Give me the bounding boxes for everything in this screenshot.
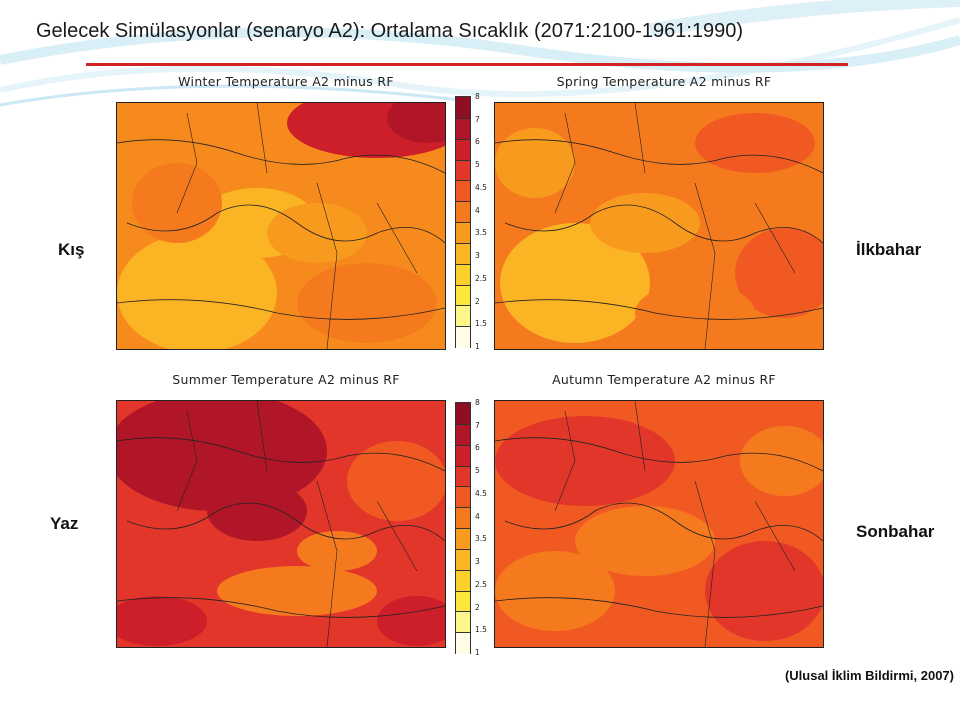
season-label-winter: Kış	[58, 240, 85, 259]
title-underline	[86, 63, 848, 66]
legend-tick-label: 5	[475, 160, 480, 170]
autumn-map-title: Autumn Temperature A2 minus RF	[552, 372, 776, 387]
legend-swatch	[456, 222, 470, 244]
legend-tick-label: 8	[475, 398, 480, 407]
source-credit: (Ulusal İklim Bildirmi, 2007)	[784, 668, 954, 683]
spring-map-panel: Spring Temperature A2 minus RF	[494, 68, 854, 358]
legend-tick-label: 2.5	[475, 273, 487, 283]
legend-swatch	[456, 242, 470, 265]
spring-map-title: Spring Temperature A2 minus RF	[556, 74, 772, 89]
legend-swatch	[456, 263, 470, 286]
legend-tick-label: 2.5	[475, 579, 487, 589]
legend-tick-label: 4.5	[475, 488, 487, 498]
legend-swatch	[456, 403, 470, 424]
legend-tick-label: 4	[475, 205, 480, 215]
legend-tick-label: 6	[475, 443, 480, 453]
legend-swatch	[456, 284, 470, 307]
legend-tick-label: 7	[475, 114, 480, 124]
legend-swatch	[456, 507, 470, 529]
legend-swatch	[456, 305, 470, 328]
summer-map-panel: Summer Temperature A2 minus RF	[116, 366, 476, 656]
season-label-summer: Yaz	[50, 514, 79, 533]
legend-tick-label: 1	[475, 648, 480, 657]
legend-tick-label: 4	[475, 511, 480, 521]
slide-title: Gelecek Simülasyonlar (senaryo A2): Orta…	[36, 20, 744, 42]
legend-tick-label: 3	[475, 557, 480, 567]
legend-tick-label: 5	[475, 466, 480, 476]
autumn-map-panel: Autumn Temperature A2 minus RF	[494, 366, 854, 656]
legend-swatch	[456, 326, 470, 348]
winter-map	[116, 102, 446, 350]
legend-swatch	[456, 590, 470, 613]
legend-swatch	[456, 180, 470, 203]
legend-swatch	[456, 548, 470, 571]
legend-swatch	[456, 569, 470, 592]
season-label-spring: İlkbahar	[856, 240, 922, 259]
legend-swatch	[456, 117, 470, 140]
legend-swatch	[456, 465, 470, 488]
spring-map	[494, 102, 824, 350]
legend-tick-label: 8	[475, 92, 480, 101]
winter-map-title: Winter Temperature A2 minus RF	[178, 74, 394, 89]
summer-map	[116, 400, 446, 648]
legend-tick-label: 7	[475, 420, 480, 430]
legend-tick-label: 2	[475, 602, 480, 612]
legend-tick-label: 3.5	[475, 534, 487, 544]
color-scale-legend-top: 8 7 6 5 4.5 4 3.5 3 2.5 2 1.5 1	[455, 93, 487, 351]
legend-swatch	[456, 528, 470, 550]
legend-swatch	[456, 632, 470, 654]
winter-map-panel: Winter Temperature A2 minus RF	[116, 68, 476, 358]
season-label-autumn: Sonbahar	[856, 522, 935, 541]
legend-tick-label: 3.5	[475, 228, 487, 238]
legend-tick-label: 1.5	[475, 625, 487, 635]
legend-swatch	[456, 201, 470, 223]
legend-tick-label: 1.5	[475, 319, 487, 329]
legend-swatch	[456, 423, 470, 446]
legend-tick-label: 4.5	[475, 182, 487, 192]
summer-map-title: Summer Temperature A2 minus RF	[172, 372, 400, 387]
legend-swatch	[456, 159, 470, 182]
legend-swatch	[456, 444, 470, 467]
legend-swatch	[456, 486, 470, 509]
legend-swatch	[456, 97, 470, 118]
legend-swatch	[456, 611, 470, 634]
legend-tick-label: 1	[475, 342, 480, 351]
legend-tick-label: 6	[475, 137, 480, 147]
autumn-map	[494, 400, 824, 648]
color-scale-legend-bottom: 8 7 6 5 4.5 4 3.5 3 2.5 2 1.5 1	[455, 399, 487, 657]
legend-tick-label: 3	[475, 251, 480, 261]
legend-tick-label: 2	[475, 296, 480, 306]
header-swoosh-decoration	[0, 0, 960, 107]
legend-swatch	[456, 138, 470, 161]
